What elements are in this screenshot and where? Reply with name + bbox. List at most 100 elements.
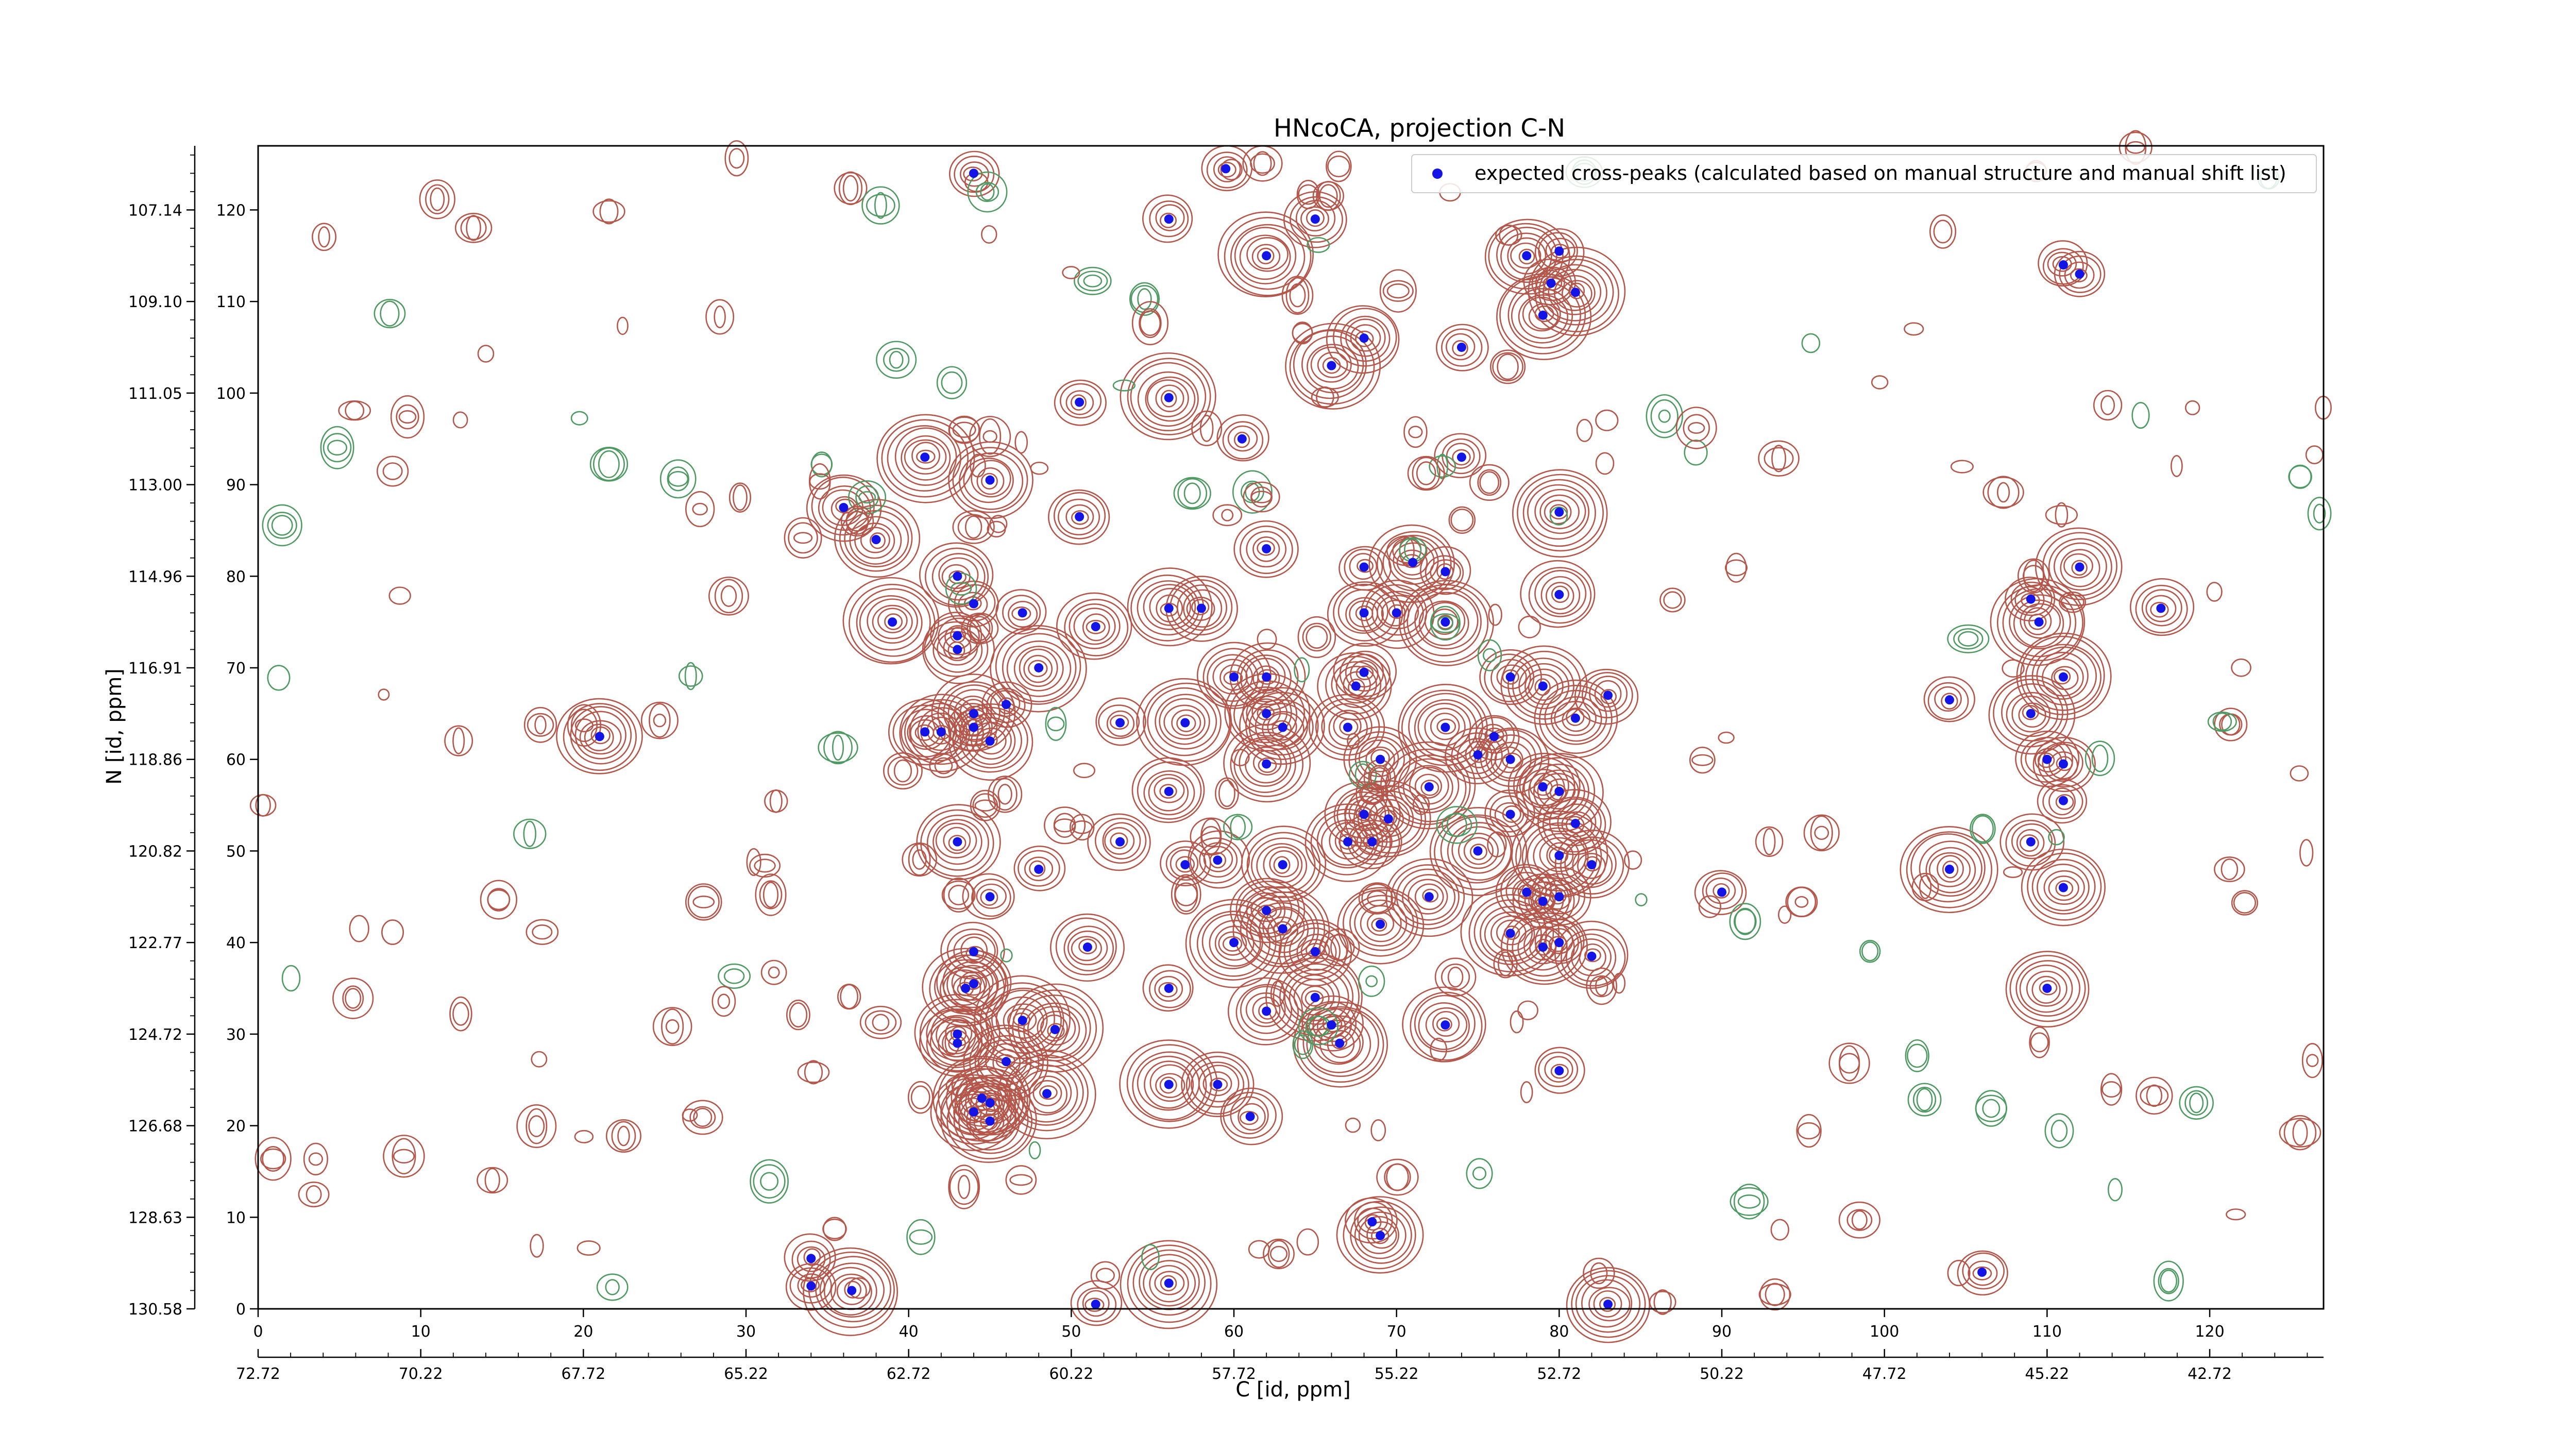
noise-contour bbox=[733, 484, 748, 511]
noise-contour bbox=[1663, 591, 1682, 609]
x-tick-label: 0 bbox=[253, 1323, 263, 1341]
noise-contour bbox=[444, 725, 473, 756]
contour-ring bbox=[1366, 1221, 1397, 1249]
peak-marker bbox=[969, 979, 978, 989]
contour-ring bbox=[1002, 633, 1077, 702]
contour-ring bbox=[2150, 601, 2169, 618]
contour-ring bbox=[1047, 489, 1110, 545]
noise-contour bbox=[1589, 975, 1614, 998]
contour-ring bbox=[1327, 1030, 1355, 1058]
negative-contour bbox=[2288, 465, 2312, 488]
contour-ring bbox=[1350, 1206, 1412, 1264]
peak-marker bbox=[2042, 754, 2052, 764]
contour-ring bbox=[1561, 811, 1593, 837]
contour-ring bbox=[1310, 808, 1383, 875]
noise-contour bbox=[1797, 1122, 1821, 1140]
noise-contour bbox=[808, 463, 831, 500]
noise-contour bbox=[1131, 301, 1169, 346]
negative-contour bbox=[684, 662, 697, 690]
negative-contour bbox=[374, 298, 406, 329]
peak-marker bbox=[1367, 1217, 1377, 1227]
peak-marker bbox=[985, 892, 995, 902]
negative-contour bbox=[832, 734, 844, 761]
negative-contour bbox=[2048, 829, 2065, 846]
contour-ring bbox=[1073, 608, 1116, 645]
contour-ring bbox=[2027, 852, 2102, 921]
contour-ring bbox=[901, 435, 951, 481]
noise-contour bbox=[1487, 831, 1507, 857]
peak-marker bbox=[1091, 1300, 1100, 1309]
negative-contour bbox=[753, 1164, 786, 1199]
noise-contour bbox=[1762, 828, 1776, 855]
x-tick-label: 110 bbox=[2032, 1323, 2062, 1341]
peak-marker bbox=[1213, 1080, 1223, 1089]
negative-contour bbox=[1737, 1194, 1761, 1209]
noise-contour bbox=[749, 853, 781, 878]
contour-ring bbox=[2039, 980, 2058, 996]
negative-contour bbox=[2084, 740, 2115, 777]
noise-contour bbox=[1376, 1158, 1419, 1196]
contour-ring bbox=[1283, 191, 1347, 248]
noise-contour bbox=[306, 1185, 322, 1204]
contour-ring bbox=[1159, 1076, 1177, 1094]
negative-contour bbox=[271, 515, 293, 536]
negative-contour bbox=[1436, 806, 1478, 844]
contour-ring bbox=[1251, 244, 1281, 269]
contour-ring bbox=[1028, 660, 1048, 678]
negative-contour bbox=[2153, 1260, 2184, 1302]
noise-contour bbox=[528, 1115, 545, 1137]
noise-contour bbox=[1379, 269, 1417, 313]
negative-contour bbox=[1137, 288, 1152, 310]
contour-ring bbox=[1496, 273, 1592, 360]
contour-ring bbox=[1027, 1006, 1080, 1053]
peak-marker bbox=[953, 631, 962, 641]
noise-contour bbox=[1386, 535, 1428, 566]
contour-ring bbox=[959, 971, 987, 996]
contour-ring bbox=[1070, 394, 1087, 411]
contour-ring bbox=[943, 684, 1006, 740]
contour-ring bbox=[1517, 474, 1604, 552]
noise-contour bbox=[755, 873, 787, 916]
contour-ring bbox=[933, 725, 951, 740]
noise-contour bbox=[1659, 587, 1686, 613]
noise-contour bbox=[1675, 407, 1717, 449]
noise-contour bbox=[1576, 418, 1593, 442]
contour-ring bbox=[952, 447, 1028, 513]
negative-contour bbox=[1294, 657, 1310, 683]
contour-ring bbox=[1554, 920, 1629, 989]
contour-ring bbox=[963, 458, 1014, 503]
contour-ring bbox=[1106, 710, 1135, 737]
contour-ring bbox=[1181, 1051, 1255, 1118]
negative-contour bbox=[1045, 706, 1067, 741]
contour-ring bbox=[2141, 589, 2182, 627]
noise-contour bbox=[260, 1148, 286, 1170]
noise-contour bbox=[840, 506, 874, 537]
noise-contour bbox=[452, 411, 468, 429]
contour-ring bbox=[1484, 728, 1504, 743]
peak-marker bbox=[1944, 695, 1954, 705]
contour-ring bbox=[1155, 694, 1217, 750]
contour-ring bbox=[1593, 1290, 1622, 1318]
negative-contour bbox=[874, 192, 887, 219]
negative-contour bbox=[1000, 948, 1013, 963]
contour-ring bbox=[1272, 720, 1292, 737]
contour-ring bbox=[1522, 296, 1561, 332]
noise-contour bbox=[689, 1106, 716, 1129]
peak-marker bbox=[1034, 663, 1044, 672]
contour-ring bbox=[1425, 1007, 1468, 1043]
contour-ring bbox=[933, 819, 982, 865]
noise-contour bbox=[2305, 445, 2324, 464]
negative-contour bbox=[323, 433, 352, 463]
noise-contour bbox=[1814, 825, 1829, 840]
noise-contour bbox=[1950, 460, 1974, 474]
noise-contour bbox=[1838, 1045, 1860, 1082]
negative-contour bbox=[668, 471, 689, 487]
contour-ring bbox=[965, 946, 985, 961]
noise-contour bbox=[952, 510, 995, 544]
noise-contour bbox=[1253, 151, 1272, 176]
peak-marker bbox=[1359, 608, 1369, 618]
contour-ring bbox=[1377, 595, 1419, 630]
peak-marker bbox=[969, 722, 978, 732]
contour-ring bbox=[1919, 840, 1982, 897]
contour-ring bbox=[1300, 206, 1329, 232]
